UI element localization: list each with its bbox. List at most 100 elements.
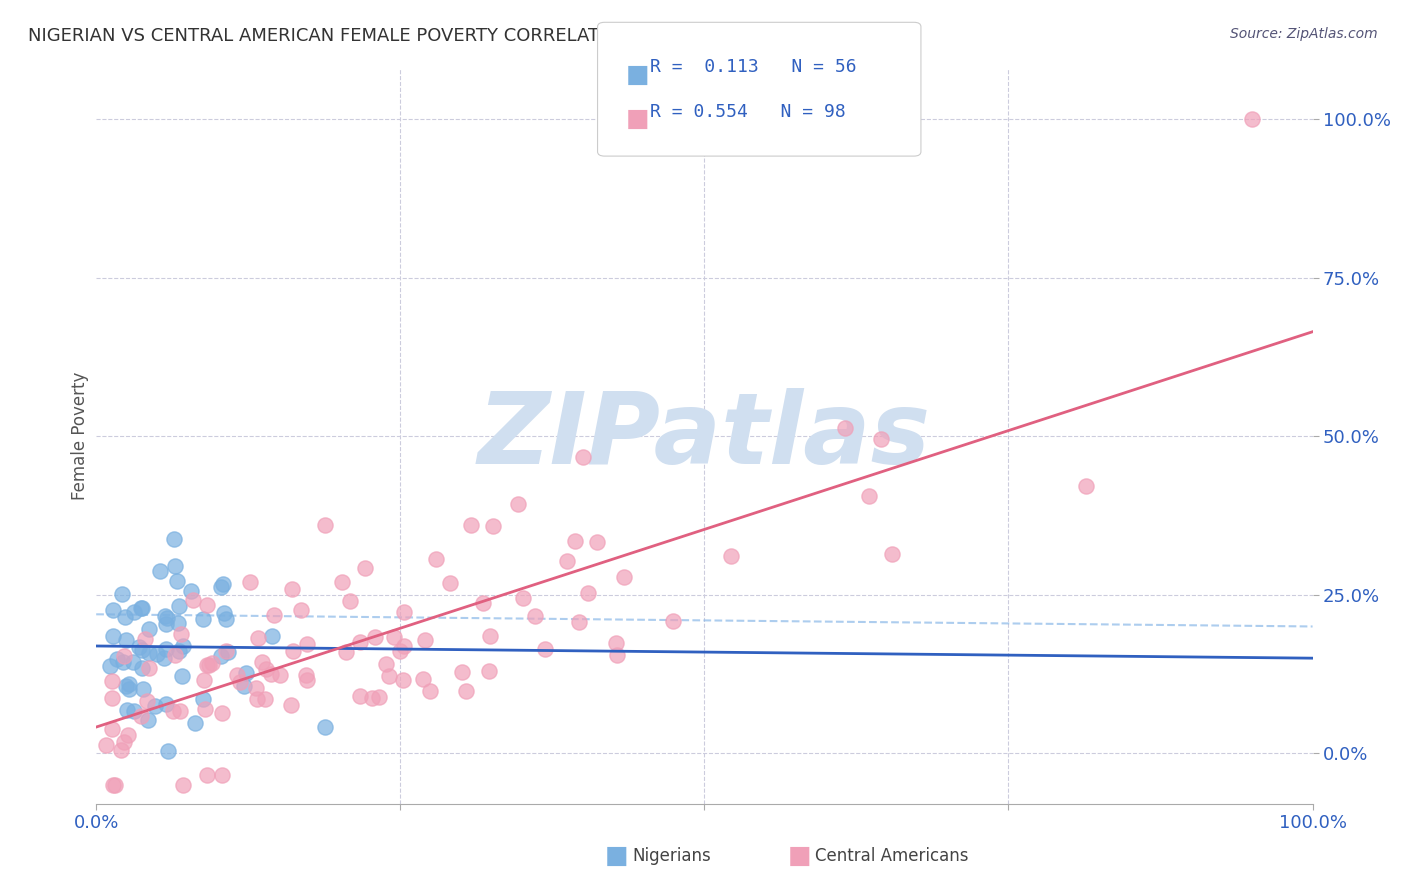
Point [156,744,179,758]
Text: Source: ZipAtlas.com: Source: ZipAtlas.com [1230,27,1378,41]
Point [262,629,284,643]
Point [314,720,336,734]
Point [290,603,312,617]
Point [128,640,150,654]
Point [191,612,214,626]
Point [212,577,235,591]
Point [114,735,136,749]
Point [392,605,415,619]
Point [195,598,218,612]
Point [172,778,194,792]
Text: ■: ■ [626,107,650,131]
Point [214,612,236,626]
Point [193,673,215,688]
Point [512,591,534,605]
Point [180,584,202,599]
Point [720,549,742,563]
Point [143,699,166,714]
Point [263,607,285,622]
Text: Nigerians: Nigerians [633,847,711,865]
Point [1240,112,1263,127]
Point [239,574,262,589]
Point [162,704,184,718]
Point [353,560,375,574]
Point [111,587,134,601]
Point [568,615,591,630]
Point [103,629,125,643]
Point [122,655,145,669]
Point [534,642,557,657]
Point [163,532,186,546]
Point [297,637,319,651]
Point [479,629,502,643]
Point [280,698,302,712]
Point [335,645,357,659]
Point [122,605,145,619]
Point [167,643,190,657]
Point [281,643,304,657]
Point [389,644,412,658]
Point [506,497,529,511]
Point [156,611,179,625]
Point [232,680,254,694]
Point [576,585,599,599]
Point [605,636,627,650]
Point [419,683,441,698]
Point [167,599,190,614]
Point [392,640,415,654]
Point [834,421,856,435]
Point [360,691,382,706]
Point [122,704,145,718]
Point [153,609,176,624]
Point [114,610,136,624]
Point [250,656,273,670]
Point [330,575,353,590]
Point [136,694,159,708]
Point [858,489,880,503]
Point [201,656,224,670]
Point [368,690,391,704]
Point [1074,478,1097,492]
Point [662,614,685,628]
Point [280,582,302,597]
Point [138,646,160,660]
Point [260,666,283,681]
Text: ■: ■ [787,845,811,868]
Point [169,704,191,718]
Point [869,433,891,447]
Point [557,554,579,568]
Text: ■: ■ [626,62,650,87]
Point [183,592,205,607]
Point [198,657,221,672]
Point [167,616,190,631]
Point [478,664,501,678]
Point [94,739,117,753]
Point [131,643,153,657]
Point [456,684,478,698]
Point [101,690,124,705]
Point [101,603,124,617]
Point [194,702,217,716]
Point [247,631,270,645]
Point [295,673,318,687]
Point [155,617,177,632]
Point [195,658,218,673]
Point [295,667,318,681]
Point [163,648,186,662]
Text: ZIPatlas: ZIPatlas [478,388,931,484]
Point [101,723,124,737]
Point [184,716,207,731]
Point [172,640,194,654]
Point [110,743,132,757]
Point [450,665,472,680]
Point [564,534,586,549]
Point [131,600,153,615]
Point [112,649,135,664]
Point [269,668,291,682]
Point [104,778,127,792]
Point [131,661,153,675]
Point [482,519,505,533]
Point [98,658,121,673]
Point [117,703,139,717]
Point [155,641,177,656]
